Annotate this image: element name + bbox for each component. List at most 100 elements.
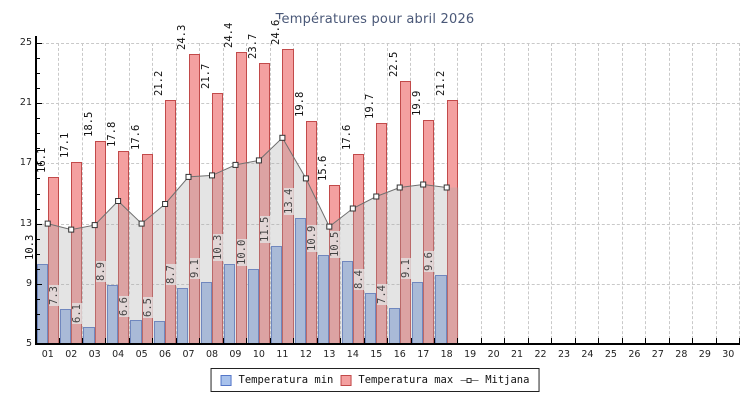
- legend-swatch-max: [340, 374, 352, 386]
- bar-label-max: 24.6: [270, 18, 283, 46]
- grid-line-vertical: [199, 43, 201, 344]
- y-tick-label: 13: [19, 217, 32, 229]
- x-tick-label: 28: [675, 349, 688, 360]
- bar-min: [318, 255, 330, 344]
- x-tick: [457, 338, 459, 343]
- bar-max: [165, 100, 177, 344]
- grid-line-vertical: [363, 43, 365, 344]
- x-tick: [645, 338, 647, 343]
- mean-marker: [443, 184, 450, 191]
- x-tick-label: 05: [135, 349, 148, 360]
- grid-line-horizontal: [36, 43, 740, 44]
- grid-line-vertical: [574, 43, 576, 344]
- x-axis-line: [35, 343, 740, 345]
- y-tick-label: 21: [19, 97, 32, 109]
- x-tick-label: 04: [112, 349, 125, 360]
- y-tick: [37, 344, 42, 345]
- grid-line-vertical: [504, 43, 506, 344]
- grid-line-vertical: [105, 43, 107, 344]
- x-tick-label: 25: [604, 349, 617, 360]
- bar-max: [71, 161, 83, 344]
- y-tick: [37, 178, 40, 179]
- x-tick-label: 26: [628, 349, 641, 360]
- x-tick-label: 16: [393, 349, 406, 360]
- grid-line-horizontal: [36, 103, 740, 105]
- y-tick: [37, 314, 40, 315]
- bar-max: [47, 176, 59, 344]
- grid-line-horizontal: [36, 163, 740, 165]
- grid-line-vertical: [340, 43, 342, 344]
- grid-line-vertical: [480, 43, 482, 344]
- y-tick: [37, 148, 40, 149]
- grid-line-vertical: [175, 43, 177, 344]
- y-tick: [37, 254, 40, 255]
- x-tick: [340, 338, 342, 343]
- y-tick: [37, 73, 40, 74]
- x-tick: [105, 338, 107, 343]
- y-tick-label: 25: [19, 37, 32, 48]
- legend: Temperatura min Temperatura max Mitjana: [210, 368, 540, 392]
- x-tick-label: 09: [229, 349, 242, 360]
- grid-line-vertical: [58, 43, 60, 344]
- y-tick-label: 9: [25, 277, 32, 289]
- x-tick: [715, 338, 717, 343]
- x-tick: [175, 338, 177, 343]
- legend-label-mean: Mitjana: [485, 374, 530, 386]
- x-tick: [293, 338, 295, 343]
- chart-title: Températures pour abril 2026: [275, 12, 475, 27]
- grid-line-vertical: [551, 43, 553, 344]
- x-tick: [480, 338, 482, 343]
- bar-min: [341, 261, 353, 344]
- x-tick: [504, 338, 506, 343]
- bar-min: [60, 309, 72, 344]
- y-tick: [37, 209, 40, 210]
- y-tick: [37, 118, 40, 119]
- x-tick: [621, 338, 623, 343]
- bar-max: [188, 53, 200, 344]
- mean-marker: [396, 184, 403, 191]
- x-tick-label: 21: [511, 349, 524, 360]
- bar-max: [141, 154, 153, 344]
- x-tick-label: 03: [88, 349, 101, 360]
- mean-marker: [420, 181, 427, 188]
- bar-max: [94, 140, 106, 344]
- x-tick: [433, 338, 435, 343]
- y-tick: [37, 284, 42, 285]
- grid-line-vertical: [81, 43, 83, 344]
- bar-max: [376, 122, 388, 344]
- x-tick: [363, 338, 365, 343]
- legend-label-max: Temperatura max: [358, 374, 454, 386]
- y-tick: [37, 133, 40, 134]
- x-tick: [222, 338, 224, 343]
- mean-marker: [255, 157, 262, 164]
- grid-line-vertical: [715, 43, 717, 344]
- mean-marker: [232, 161, 239, 168]
- bar-min: [177, 288, 189, 344]
- x-tick: [668, 338, 670, 343]
- x-tick-label: 19: [464, 349, 477, 360]
- x-tick: [128, 338, 130, 343]
- bar-max: [118, 151, 130, 344]
- mean-area: [36, 137, 459, 344]
- grid-line-horizontal: [36, 223, 740, 225]
- x-tick: [739, 338, 740, 343]
- bar-max: [423, 119, 435, 344]
- x-tick: [81, 338, 83, 343]
- x-tick: [692, 338, 694, 343]
- mean-marker: [115, 198, 122, 204]
- y-tick: [37, 163, 42, 164]
- x-tick-label: 06: [159, 349, 172, 360]
- x-tick-label: 14: [346, 349, 359, 360]
- x-tick: [269, 338, 271, 343]
- x-tick-label: 02: [65, 349, 78, 360]
- bar-min: [106, 285, 119, 344]
- bar-min: [388, 307, 400, 344]
- bar-max: [352, 154, 364, 344]
- x-tick-label: 12: [299, 349, 312, 360]
- mean-marker: [162, 201, 169, 207]
- grid-line-vertical: [152, 43, 154, 344]
- bar-min: [271, 246, 283, 344]
- mean-marker: [373, 193, 380, 200]
- bar-min: [435, 274, 447, 344]
- y-tick: [37, 103, 42, 104]
